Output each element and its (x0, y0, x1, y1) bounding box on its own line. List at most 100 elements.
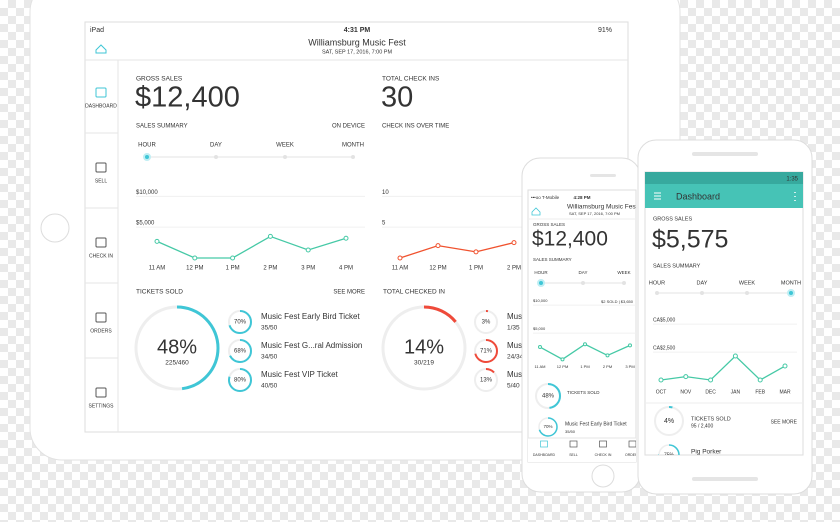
ipad: iPad 4:31 PM 91%Williamsburg Music FestSAT… (29, 0, 681, 461)
donut-label: 68% (234, 349, 247, 355)
section-label: TOTAL CHECKED IN (383, 289, 445, 296)
speaker (692, 152, 758, 156)
event-title: Williamsburg Music Fest (567, 204, 638, 211)
nav-icon[interactable] (95, 387, 107, 398)
x-tick-label: 1 PM (580, 364, 589, 369)
donut-arc (474, 368, 498, 392)
range-label: HOUR (534, 270, 548, 275)
nav-label[interactable]: DASHBOARD (85, 103, 117, 109)
iphone-content: •••oo T-Mobile 4:28 PM Williamsburg Music … (528, 195, 641, 462)
data-point (732, 353, 738, 359)
data-point (583, 342, 587, 347)
x-tick-label: 1 PM (469, 266, 483, 272)
tab-label[interactable]: SELL (569, 453, 578, 457)
donut-label: 80% (234, 378, 247, 384)
range-label: HOUR (649, 280, 665, 286)
ticket-count: 1/35 (507, 325, 520, 332)
bottom-bar (692, 477, 758, 481)
data-point (782, 363, 788, 369)
y-tick-label: $10,000 (136, 190, 158, 196)
y-tick-label: 10 (382, 190, 389, 196)
home-button[interactable] (40, 213, 70, 243)
series-line (399, 241, 515, 259)
donut-arc (228, 368, 252, 392)
range-stop[interactable] (655, 291, 659, 295)
range-stop[interactable] (581, 281, 585, 285)
check-ins-count: 30 (381, 82, 413, 114)
ticket-count: 35/50 (565, 429, 576, 434)
x-tick-label: MAR (779, 389, 791, 395)
x-tick-label: 2 PM (507, 266, 521, 272)
tab-label[interactable]: CHECK IN (595, 453, 612, 457)
ticket-count: 35/50 (261, 325, 278, 332)
x-tick-label: NOV (680, 389, 692, 395)
tab-icon[interactable] (628, 440, 636, 448)
section-label: SALES SUMMARY (533, 257, 572, 262)
donut-label: 71% (480, 349, 493, 355)
iphone-screen (527, 189, 637, 463)
nav-label[interactable]: SETTINGS (88, 403, 114, 409)
nav-label[interactable]: SELL (95, 178, 107, 184)
tab-label[interactable]: DASHBOARD (533, 453, 556, 457)
x-tick-label: 3 PM (625, 364, 634, 369)
section-label: TICKETS SOLD (567, 390, 600, 395)
donut-arc (474, 339, 498, 363)
section-label: CHECK INS OVER TIME (382, 124, 449, 130)
x-tick-label: 11 AM (534, 364, 545, 369)
menu-icon[interactable] (654, 192, 661, 200)
home-icon[interactable] (531, 207, 541, 216)
tab-icon[interactable] (569, 440, 578, 448)
donut-arc (134, 305, 220, 391)
x-tick-label: OCT (656, 389, 667, 395)
ticket-name: Music Fest VIP Ticket (261, 370, 339, 379)
range-stop[interactable] (351, 155, 355, 159)
tab-bar (528, 438, 636, 462)
range-stop[interactable] (700, 291, 704, 295)
section-label: SALES SUMMARY (653, 263, 701, 269)
tab-icon[interactable] (599, 440, 607, 448)
data-point (605, 353, 610, 358)
section-label: GROSS SALES (136, 76, 183, 83)
range-stop[interactable] (143, 153, 151, 161)
x-tick-label: 12 PM (557, 364, 569, 369)
donut-label: 14% (404, 336, 444, 358)
donut-label: 48% (542, 394, 555, 400)
range-label: MONTH (781, 280, 801, 286)
section-label: TOTAL CHECK INS (382, 76, 440, 83)
gross-sales: $5,575 (652, 226, 728, 254)
nav-label[interactable]: CHECK IN (89, 253, 113, 259)
speaker (590, 174, 616, 177)
range-stop[interactable] (787, 289, 795, 297)
nav-label[interactable]: ORDERS (90, 328, 112, 334)
range-stop[interactable] (214, 155, 218, 159)
gross-sales: $12,400 (135, 82, 240, 114)
range-stop[interactable] (745, 291, 749, 295)
range-stop[interactable] (622, 281, 626, 285)
chart-note: $2 SOLD | $3,650 (601, 299, 634, 304)
nav-icon[interactable] (95, 237, 107, 248)
app-title: Dashboard (676, 191, 720, 201)
nav-icon[interactable] (95, 162, 107, 173)
ticket-name: Music Fest Early Bird Ticket (565, 421, 627, 427)
event-date: SAT, SEP 17, 2016, 7:00 PM (322, 49, 393, 55)
home-icon[interactable] (95, 44, 107, 54)
android-content: 1:35 Dashboard GROSS SALES $5,575 SALES SUMM… (645, 172, 803, 455)
nav-icon[interactable] (95, 312, 107, 323)
data-point (343, 235, 349, 241)
data-point (154, 238, 160, 244)
section-action[interactable]: SEE MORE (771, 419, 798, 425)
x-tick-label: DEC (705, 389, 716, 395)
section-action[interactable]: ON DEVICE (332, 124, 365, 130)
tab-label[interactable]: ORDERS (625, 453, 641, 457)
nav-icon[interactable] (95, 87, 107, 98)
section-action[interactable]: SEE MORE (333, 290, 365, 296)
tab-icon[interactable] (540, 440, 548, 448)
home-button[interactable] (591, 464, 615, 488)
section-label: SALES SUMMARY (136, 124, 188, 130)
donut-arc (658, 444, 680, 455)
gross-sales: $12,400 (532, 228, 608, 251)
range-stop[interactable] (283, 155, 287, 159)
range-stop[interactable] (537, 279, 545, 287)
donut-arc (474, 310, 498, 334)
